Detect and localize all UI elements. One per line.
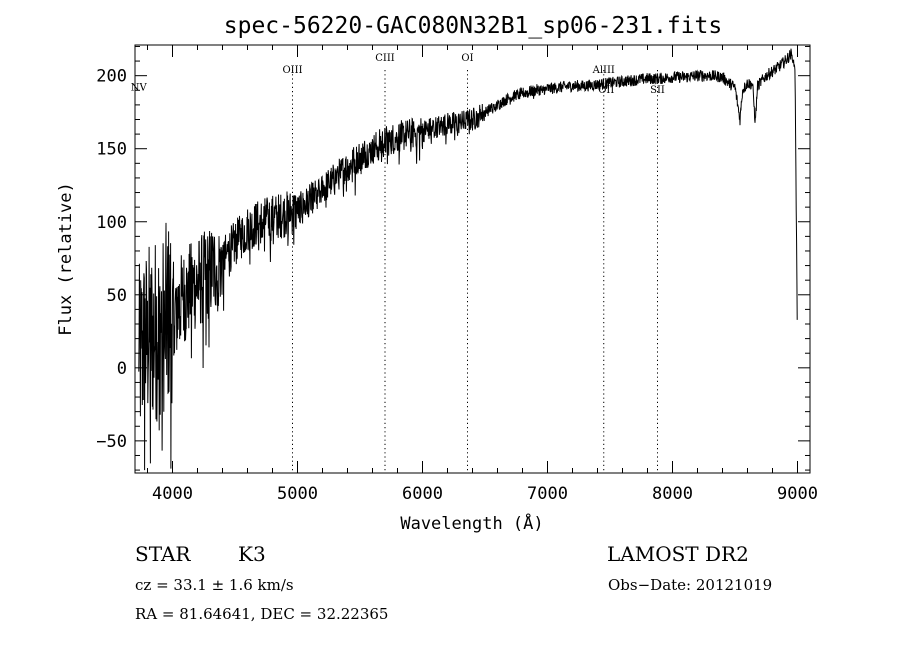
y-axis-label: Flux (relative) xyxy=(56,182,76,336)
line-label-oii: OII xyxy=(598,85,614,96)
survey-name: LAMOST DR2 xyxy=(607,542,749,566)
line-label-ciii: CIII xyxy=(375,53,395,64)
axis-ticks: 4000 5000 6000 7000 8000 9000 −50 0 50 100 150 200 xyxy=(96,45,818,504)
plot-frame xyxy=(134,44,811,474)
x-tick-label: 8000 xyxy=(652,484,693,504)
chart-title: spec-56220-GAC080N32B1_sp06-231.fits xyxy=(224,13,723,39)
x-tick-label: 6000 xyxy=(402,484,443,504)
line-label-nv: NV xyxy=(131,82,148,93)
line-label-aliii: AlIII xyxy=(592,65,615,76)
x-tick-label: 7000 xyxy=(527,484,568,504)
y-tick-label: 0 xyxy=(117,359,127,379)
object-class: STAR xyxy=(135,542,191,566)
y-tick-label: 150 xyxy=(96,140,127,160)
x-tick-label: 4000 xyxy=(152,484,193,504)
spectral-line-markers: NV OIII CIII OI AlIII OII SII xyxy=(131,53,665,473)
y-tick-label: 200 xyxy=(96,67,127,87)
coordinates-readout: RA = 81.64641, DEC = 32.22365 xyxy=(135,605,389,623)
redshift-readout: cz = 33.1 ± 1.6 km/s xyxy=(135,576,294,594)
line-label-sii: SII xyxy=(650,85,665,96)
spectrum-series xyxy=(138,48,798,471)
y-tick-label: −50 xyxy=(96,432,127,452)
y-tick-label: 100 xyxy=(96,213,127,233)
spectrum-line xyxy=(138,48,798,471)
observation-date: Obs−Date: 20121019 xyxy=(608,576,773,594)
line-label-oiii: OIII xyxy=(282,65,302,76)
x-axis-label: Wavelength (Å) xyxy=(400,512,543,534)
object-subclass: K3 xyxy=(238,542,266,566)
y-tick-label: 50 xyxy=(107,286,127,306)
x-tick-label: 5000 xyxy=(277,484,318,504)
line-label-oi: OI xyxy=(461,53,473,64)
x-tick-label: 9000 xyxy=(777,484,818,504)
